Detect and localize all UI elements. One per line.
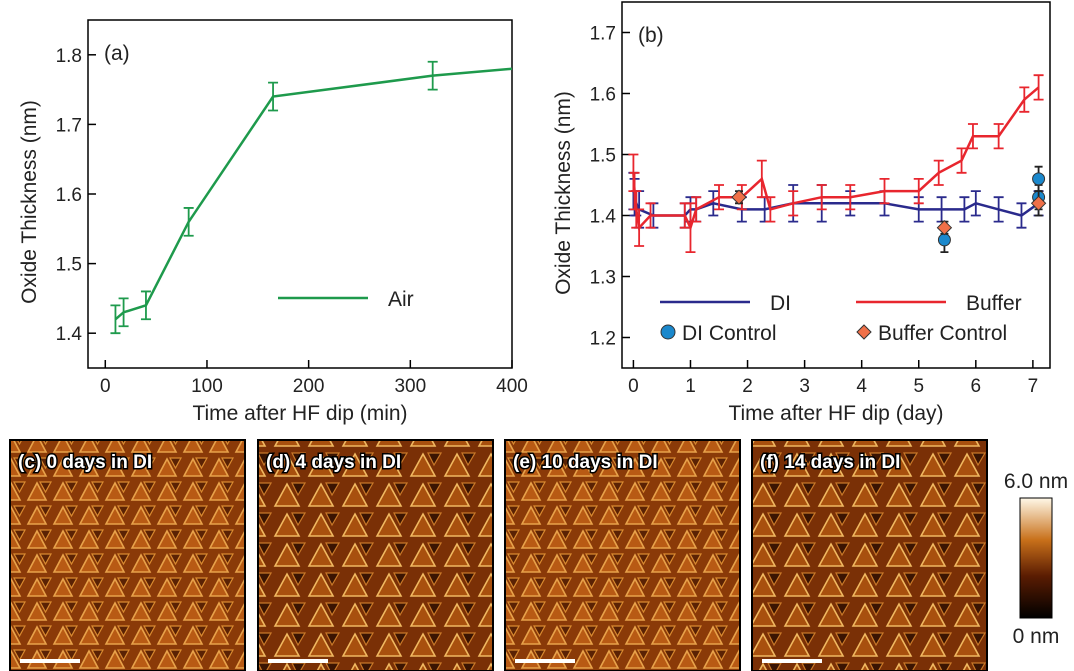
- y-tick-label: 1.6: [56, 185, 82, 206]
- x-tick-label: 400: [496, 376, 528, 397]
- y-tick-label: 1.5: [590, 146, 616, 167]
- legend-label: DI: [770, 292, 791, 315]
- x-tick-label: 5: [913, 376, 924, 397]
- data-point: [936, 219, 953, 236]
- x-tick-label: 100: [191, 376, 223, 397]
- afm-image: [9, 439, 988, 671]
- image-label: (d) 4 days in DI: [266, 452, 401, 473]
- legend-label: Buffer: [966, 292, 1022, 315]
- x-tick-label: 1: [685, 376, 696, 397]
- x-tick-label: 6: [971, 376, 982, 397]
- x-tick-label: 3: [799, 376, 810, 397]
- colorbar-max: 6.0 nm: [1004, 470, 1068, 493]
- x-tick-label: 7: [1028, 376, 1039, 397]
- colorbar: [1019, 497, 1053, 619]
- panel-label: (b): [638, 24, 664, 47]
- y-tick-label: 1.7: [56, 115, 82, 136]
- legend-label: Buffer Control: [878, 322, 1007, 345]
- x-axis-label: Time after HF dip (day): [728, 402, 943, 425]
- legend-label: Air: [388, 288, 414, 311]
- y-tick-label: 1.6: [590, 85, 616, 106]
- colorbar-min: 0 nm: [1013, 625, 1060, 648]
- plot-frame: [87, 19, 513, 369]
- y-tick-label: 1.5: [56, 255, 82, 276]
- image-label: (c) 0 days in DI: [18, 452, 152, 473]
- x-tick-label: 4: [856, 376, 867, 397]
- data-point: [1030, 195, 1047, 212]
- y-axis-label: Oxide Thickness (nm): [18, 100, 41, 304]
- legend-swatch: [856, 324, 872, 340]
- image-label: (f) 14 days in DI: [760, 452, 900, 473]
- series-line: [632, 86, 1040, 232]
- legend-label: DI Control: [682, 322, 777, 345]
- data-point: [937, 233, 951, 247]
- y-tick-label: 1.8: [56, 46, 82, 67]
- x-tick-label: 0: [628, 376, 639, 397]
- y-tick-label: 1.7: [590, 24, 616, 45]
- series-line: [114, 67, 513, 321]
- y-tick-label: 1.4: [590, 207, 617, 228]
- error-bar: [1033, 74, 1044, 101]
- y-axis-label: Oxide Thickness (nm): [552, 91, 575, 295]
- y-tick-label: 1.3: [590, 268, 616, 289]
- panel-label: (a): [104, 42, 130, 65]
- x-tick-label: 2: [742, 376, 753, 397]
- error-bar: [110, 304, 121, 335]
- data-point: [1032, 172, 1046, 186]
- image-label: (e) 10 days in DI: [513, 452, 658, 473]
- x-tick-label: 0: [100, 376, 111, 397]
- data-point: [731, 189, 747, 205]
- x-axis-label: Time after HF dip (min): [192, 402, 407, 425]
- y-tick-label: 1.2: [590, 329, 616, 350]
- x-tick-label: 200: [293, 376, 325, 397]
- plot-frame: [621, 1, 1051, 369]
- legend-swatch: [660, 324, 676, 340]
- x-tick-label: 300: [394, 376, 426, 397]
- y-tick-label: 1.4: [56, 324, 83, 345]
